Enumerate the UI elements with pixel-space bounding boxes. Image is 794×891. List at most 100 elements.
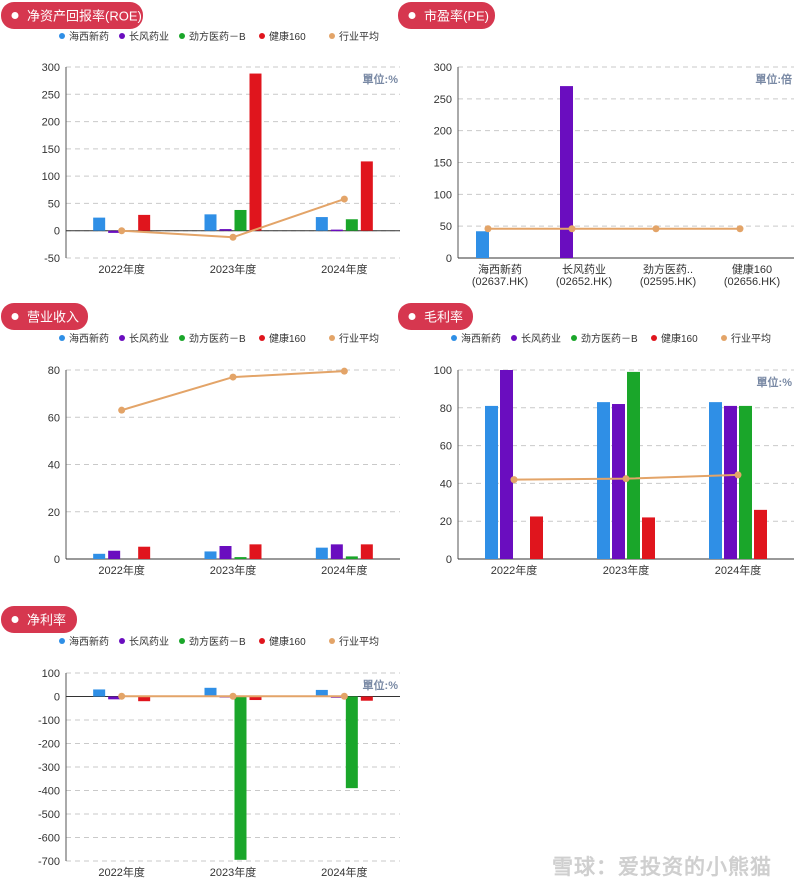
bar (360, 544, 373, 559)
legend-marker (119, 335, 125, 341)
legend-marker (59, 335, 65, 341)
x-tick-label: 2023年度 (603, 563, 649, 577)
y-tick-label: 100 (434, 189, 452, 201)
legend-label: 健康160 (661, 332, 698, 345)
x-tick-label: 劲方医药.. (643, 262, 693, 276)
title-badge (1, 606, 77, 633)
unit-label: 單位:% (363, 72, 399, 86)
chart-title: 市盈率(PE) (424, 9, 489, 24)
legend-marker (511, 335, 517, 341)
average-point (734, 471, 742, 479)
bar (234, 557, 247, 559)
average-point (652, 225, 660, 233)
legend-label: 海西新药 (461, 332, 501, 345)
y-tick-label: 50 (48, 198, 60, 210)
bar (739, 405, 752, 559)
average-point (118, 692, 126, 700)
badge-dot-icon (408, 12, 416, 19)
average-point (118, 227, 126, 235)
x-tick-label: 2024年度 (715, 563, 761, 577)
bar (754, 509, 767, 559)
bar (234, 696, 247, 860)
average-point (484, 225, 492, 233)
y-tick-label: -300 (38, 762, 60, 774)
chart-panel-2: 市盈率(PE) 0 50 100 150 200 250 300 單位:倍海西新药(02637.… (398, 2, 794, 288)
x-tick-label: 2024年度 (321, 865, 367, 879)
bar (234, 209, 247, 231)
legend-marker (59, 638, 65, 644)
legend-label: 劲方医药－B (189, 30, 246, 43)
legend-marker (721, 335, 727, 341)
bar (724, 405, 737, 559)
bar (530, 516, 543, 559)
title-badge (1, 2, 143, 29)
bar (315, 547, 328, 559)
average-point (736, 225, 744, 233)
badge-dot-icon (408, 313, 416, 320)
x-tick-label: 2022年度 (98, 563, 144, 577)
y-tick-label: 0 (446, 253, 452, 265)
average-point (229, 233, 237, 241)
x-tick-label: 2023年度 (210, 865, 256, 879)
average-point (622, 475, 630, 483)
bar (204, 551, 217, 559)
legend-marker (329, 638, 335, 644)
bar (315, 217, 328, 231)
bar (627, 371, 640, 559)
legend-label: 劲方医药－B (189, 635, 246, 648)
badge-dot-icon (11, 616, 19, 623)
bar (612, 404, 625, 559)
chart-title: 净利率 (27, 613, 66, 628)
bar (249, 73, 262, 231)
bar (93, 217, 106, 231)
x-tick-label: 2023年度 (210, 563, 256, 577)
y-tick-label: 0 (54, 554, 60, 566)
legend-marker (329, 33, 335, 39)
y-tick-label: 300 (42, 62, 60, 74)
legend-marker (651, 335, 657, 341)
legend-label: 行业平均 (339, 635, 379, 648)
chart-title: 营业收入 (27, 310, 79, 325)
bar (219, 229, 232, 231)
legend-marker (451, 335, 457, 341)
legend-marker (179, 335, 185, 341)
average-point (568, 225, 576, 233)
y-tick-label: 0 (54, 692, 60, 704)
bar (330, 229, 343, 232)
bar (315, 689, 328, 697)
bar (138, 696, 151, 702)
x-tick-label: 健康160 (732, 262, 772, 276)
legend-label: 健康160 (269, 635, 306, 648)
y-tick-label: 250 (434, 94, 452, 106)
badge-dot-icon (11, 313, 19, 320)
average-point (340, 195, 348, 203)
y-tick-label: -200 (38, 739, 60, 751)
legend-marker (119, 638, 125, 644)
bar (560, 86, 573, 258)
bar (345, 556, 358, 559)
legend-marker (59, 33, 65, 39)
bar (249, 544, 262, 559)
y-tick-label: 20 (48, 507, 60, 519)
bar (204, 687, 217, 697)
bar (93, 689, 106, 697)
legend-label: 劲方医药－B (189, 332, 246, 345)
x-tick-label: 2022年度 (491, 563, 537, 577)
legend-label: 健康160 (269, 332, 306, 345)
x-tick-label: 海西新药 (478, 262, 522, 276)
title-badge (1, 303, 88, 330)
legend-marker (179, 33, 185, 39)
average-point (118, 406, 126, 414)
legend-label: 行业平均 (731, 332, 771, 345)
legend-label: 健康160 (269, 30, 306, 43)
bar (709, 402, 722, 559)
y-tick-label: 80 (440, 403, 452, 415)
legend-label: 海西新药 (69, 332, 109, 345)
bar (642, 517, 655, 559)
average-line (121, 198, 345, 239)
bar (485, 405, 498, 559)
y-tick-label: 20 (440, 516, 452, 528)
y-tick-label: 0 (54, 226, 60, 238)
